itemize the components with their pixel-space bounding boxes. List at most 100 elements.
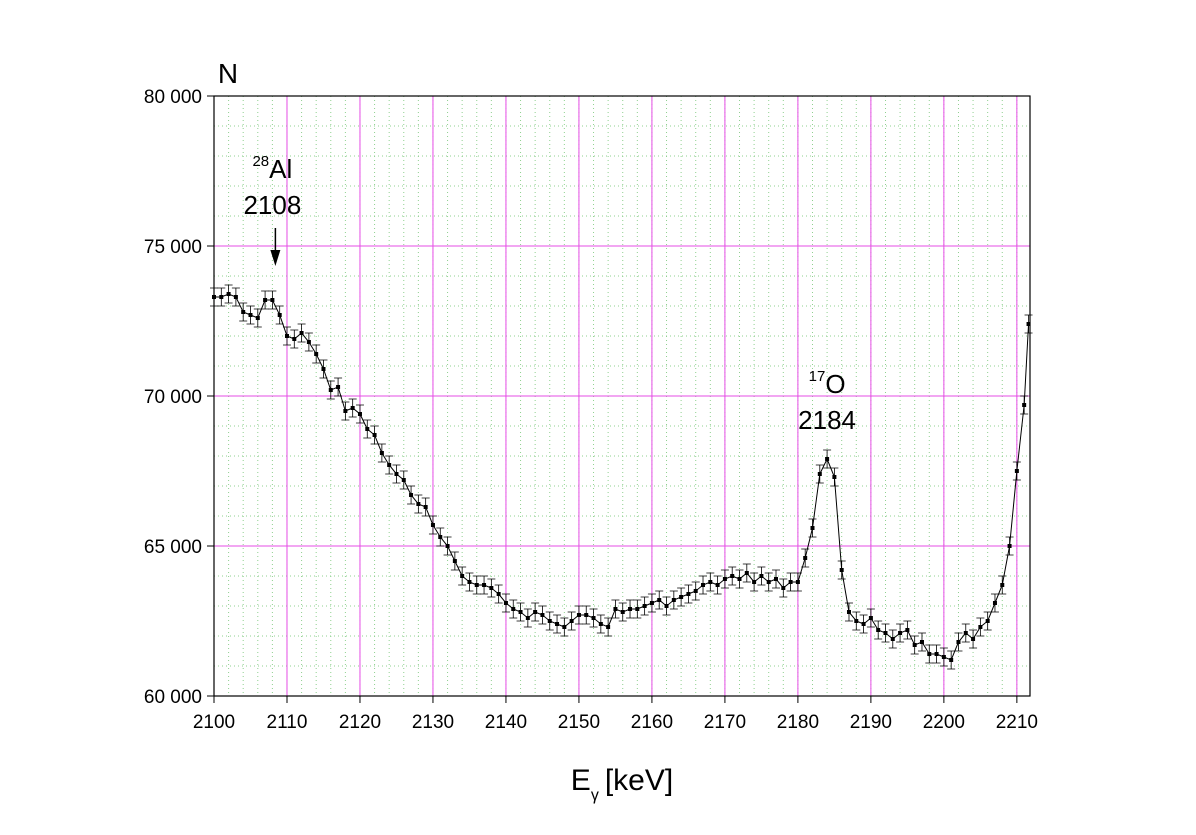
data-point — [460, 574, 465, 578]
plot-frame — [213, 95, 1031, 697]
data-point — [620, 610, 625, 614]
data-point — [1022, 403, 1027, 407]
data-point — [956, 640, 961, 644]
data-point — [679, 595, 684, 599]
data-point — [401, 478, 406, 482]
data-point — [255, 316, 260, 320]
x-axis-label-main: E — [571, 764, 591, 797]
x-tick-label: 2120 — [339, 712, 381, 733]
data-point — [336, 385, 341, 389]
data-point — [314, 352, 319, 356]
data-point — [635, 607, 640, 611]
annotation-mass: 28 — [252, 153, 269, 170]
data-point — [876, 628, 881, 632]
data-point — [898, 631, 903, 635]
data-point — [978, 625, 983, 629]
data-point — [730, 574, 735, 578]
annotation-arrowhead — [270, 250, 281, 266]
data-point — [744, 571, 749, 575]
data-point — [941, 655, 946, 659]
data-point — [839, 568, 844, 572]
data-point — [284, 334, 289, 338]
data-point — [788, 580, 793, 584]
x-tick-label: 2190 — [850, 712, 892, 733]
y-axis-label: N — [218, 58, 238, 89]
data-point — [474, 583, 479, 587]
data-point — [1026, 322, 1031, 326]
data-point — [832, 475, 837, 479]
data-point — [810, 526, 815, 530]
data-point — [584, 613, 589, 617]
data-point — [803, 556, 808, 560]
annotation-element: O — [825, 369, 845, 399]
data-point — [905, 628, 910, 632]
y-tick-label: 60 000 — [144, 687, 202, 708]
data-point — [912, 643, 917, 647]
data-point — [752, 580, 757, 584]
data-point — [759, 574, 764, 578]
x-tick-label: 2100 — [193, 712, 235, 733]
y-tick-label: 80 000 — [144, 87, 202, 108]
data-point — [299, 331, 304, 335]
data-point — [774, 577, 779, 581]
data-point — [992, 601, 997, 605]
data-point — [825, 457, 830, 461]
y-tick-label: 70 000 — [144, 387, 202, 408]
data-point — [518, 610, 523, 614]
x-tick-label: 2130 — [412, 712, 454, 733]
x-axis-label: Eγ [keV] — [571, 764, 673, 804]
x-tick-label: 2160 — [631, 712, 673, 733]
data-point — [868, 616, 873, 620]
data-point — [292, 337, 297, 341]
data-point — [241, 310, 246, 314]
data-point — [693, 589, 698, 593]
annotation-label: 28Al — [252, 153, 292, 184]
data-point — [555, 622, 560, 626]
data-point — [883, 631, 888, 635]
data-point — [540, 613, 545, 617]
x-tick-label: 2150 — [558, 712, 600, 733]
data-point — [423, 505, 428, 509]
data-point — [277, 313, 282, 317]
data-point — [1000, 583, 1005, 587]
data-point — [409, 493, 414, 497]
data-point — [934, 652, 939, 656]
data-point — [1014, 469, 1019, 473]
data-point — [467, 580, 472, 584]
data-point — [613, 607, 618, 611]
data-point — [919, 640, 924, 644]
data-point — [511, 607, 516, 611]
data-point — [547, 619, 552, 623]
data-point — [657, 598, 662, 602]
annotation-energy: 2108 — [243, 190, 301, 220]
annotation-energy: 2184 — [798, 405, 856, 435]
axes: 2100 2110 2120 2130 2140 2150 2160 2170 2180 2190… — [144, 87, 1038, 733]
data-point — [394, 472, 399, 476]
data-marks — [210, 284, 1033, 670]
data-point — [328, 388, 333, 392]
data-point — [854, 619, 859, 623]
data-point — [781, 586, 786, 590]
data-point — [861, 622, 866, 626]
data-point — [737, 577, 742, 581]
data-point — [1007, 544, 1012, 548]
data-point — [664, 604, 669, 608]
data-point — [591, 616, 596, 620]
data-point — [628, 607, 633, 611]
x-axis-label-unit: [keV] — [605, 764, 673, 797]
data-point — [846, 610, 851, 614]
data-point — [452, 559, 457, 563]
data-point — [372, 433, 377, 437]
data-point — [350, 406, 355, 410]
data-point — [649, 601, 654, 605]
data-point — [927, 652, 932, 656]
data-point — [445, 544, 450, 548]
data-point — [379, 451, 384, 455]
data-point — [985, 619, 990, 623]
data-point — [496, 592, 501, 596]
annotation-mass: 17 — [809, 368, 826, 385]
data-point — [817, 472, 822, 476]
data-line — [214, 293, 1030, 661]
x-tick-label: 2110 — [267, 712, 308, 733]
